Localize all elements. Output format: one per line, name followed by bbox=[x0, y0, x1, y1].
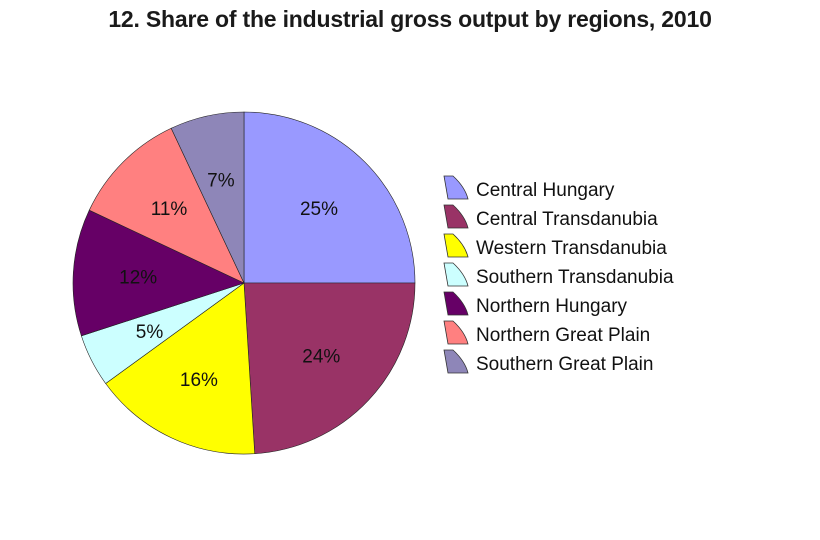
legend-swatch-southern-transdanubia bbox=[443, 262, 469, 287]
slice-label-southern-great-plain: 7% bbox=[207, 171, 235, 192]
pie-slice-central-hungary bbox=[243, 111, 416, 284]
pie-slice-northern-hungary bbox=[72, 209, 245, 337]
pie-slice-southern-great-plain bbox=[170, 111, 245, 284]
pie-slices bbox=[72, 111, 416, 455]
slice-label-northern-great-plain: 11% bbox=[151, 199, 188, 220]
pie-slice-labels: 25% 24% 16% 5% 12% 11% 7% bbox=[119, 171, 340, 391]
legend-label-northern-great-plain: Northern Great Plain bbox=[476, 325, 650, 346]
slice-label-southern-transdanubia: 5% bbox=[136, 322, 164, 343]
legend-label-southern-transdanubia: Southern Transdanubia bbox=[476, 267, 674, 288]
legend-swatch-western-transdanubia bbox=[443, 233, 469, 258]
legend-swatch-central-hungary bbox=[443, 175, 469, 200]
legend-label-western-transdanubia: Western Transdanubia bbox=[476, 238, 667, 259]
slice-label-western-transdanubia: 16% bbox=[180, 370, 218, 391]
slice-label-central-hungary: 25% bbox=[300, 199, 338, 220]
pie-slice-northern-great-plain bbox=[88, 127, 245, 284]
legend-swatch-northern-hungary bbox=[443, 291, 469, 316]
chart-legend: Central Hungary Central Transdanubia Weste… bbox=[443, 175, 674, 375]
slice-label-northern-hungary: 12% bbox=[119, 267, 157, 288]
legend-swatch-central-transdanubia bbox=[443, 204, 469, 229]
legend-label-southern-great-plain: Southern Great Plain bbox=[476, 354, 653, 375]
legend-label-central-transdanubia: Central Transdanubia bbox=[476, 209, 658, 230]
legend-swatch-southern-great-plain bbox=[443, 349, 469, 374]
legend-label-central-hungary: Central Hungary bbox=[476, 180, 615, 201]
legend-swatch-northern-great-plain bbox=[443, 320, 469, 345]
pie-slice-western-transdanubia bbox=[105, 282, 256, 455]
pie-slice-central-transdanubia bbox=[243, 282, 416, 454]
slice-label-central-transdanubia: 24% bbox=[302, 347, 340, 368]
legend-label-northern-hungary: Northern Hungary bbox=[476, 296, 628, 317]
chart-title: 12. Share of the industrial gross output… bbox=[108, 6, 712, 32]
